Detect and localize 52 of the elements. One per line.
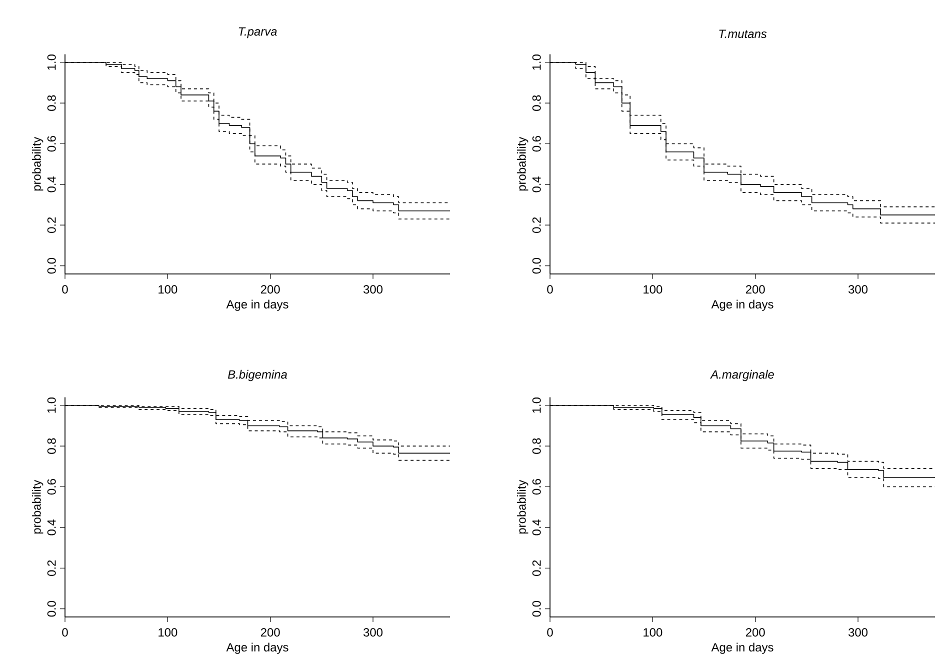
y-tick-label: 0.8	[532, 95, 541, 111]
y-tick-label: 0.2	[47, 560, 56, 576]
x-tick-label: 200	[260, 285, 280, 294]
y-tick-label: 1.0	[47, 54, 56, 70]
y-tick-label: 0.0	[47, 258, 56, 274]
y-tick-label: 1.0	[532, 54, 541, 70]
y-tick-label: 0.0	[532, 600, 541, 617]
x-tick-label: 0	[547, 628, 553, 637]
chart-title: T.parva	[238, 27, 277, 38]
y-tick-label: 0.6	[47, 136, 56, 152]
chart-title: B.bigemina	[228, 370, 287, 382]
x-tick-label: 300	[848, 285, 868, 294]
y-axis-title: probability	[517, 136, 528, 191]
y-tick-label: 0.2	[47, 217, 56, 233]
y-tick-label: 0.8	[47, 95, 56, 111]
y-tick-label: 0.0	[47, 600, 56, 617]
x-tick-label: 300	[848, 628, 868, 637]
x-axis-title: Age in days	[226, 300, 288, 311]
x-tick-label: 0	[62, 285, 68, 294]
x-tick-label: 0	[62, 628, 68, 637]
y-tick-label: 1.0	[532, 398, 541, 413]
x-axis-title: Age in days	[226, 642, 288, 654]
y-axis-title: probability	[32, 480, 44, 534]
x-tick-label: 100	[158, 285, 178, 294]
x-tick-label: 100	[644, 628, 662, 637]
x-tick-label: 200	[260, 628, 280, 637]
y-axis-title: probability	[517, 480, 528, 534]
x-tick-label: 0	[547, 285, 553, 294]
x-tick-label: 200	[746, 628, 765, 637]
y-tick-label: 1.0	[47, 398, 56, 413]
x-tick-label: 300	[363, 628, 383, 637]
x-tick-label: 300	[363, 285, 383, 294]
y-tick-label: 0.4	[532, 519, 541, 536]
y-tick-label: 0.8	[47, 438, 56, 454]
x-tick-label: 200	[746, 285, 765, 294]
y-tick-label: 0.6	[47, 478, 56, 495]
y-tick-label: 0.6	[532, 136, 541, 152]
y-tick-label: 0.4	[47, 176, 56, 192]
y-axis-title: probability	[32, 136, 44, 191]
y-tick-label: 0.8	[532, 438, 541, 454]
chart-title: A.marginale	[710, 370, 774, 382]
y-tick-label: 0.2	[532, 217, 541, 233]
y-tick-label: 0.6	[532, 478, 541, 495]
x-tick-label: 100	[644, 285, 662, 294]
y-tick-label: 0.2	[532, 560, 541, 576]
y-tick-label: 0.4	[532, 176, 541, 192]
y-tick-label: 0.4	[47, 519, 56, 536]
y-tick-label: 0.0	[532, 258, 541, 274]
x-axis-title: Age in days	[711, 642, 774, 654]
x-tick-label: 100	[158, 628, 178, 637]
x-axis-title: Age in days	[711, 300, 774, 311]
chart-title: T.mutans	[719, 30, 767, 38]
